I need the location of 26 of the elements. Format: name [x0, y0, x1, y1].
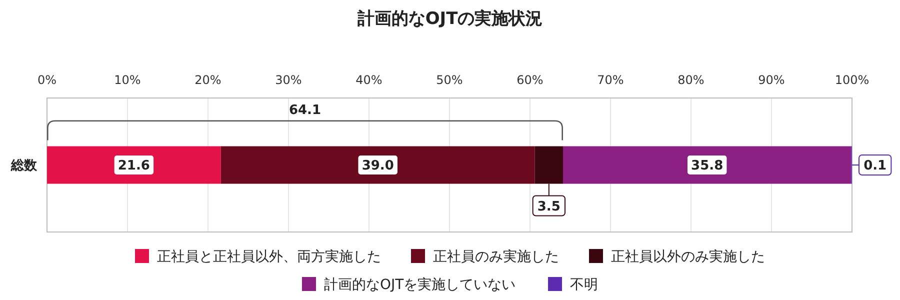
legend-label: 正社員以外のみ実施した	[611, 248, 765, 265]
data-label: 21.6	[118, 158, 150, 174]
x-tick-label: 60%	[516, 73, 544, 87]
legend-label: 正社員のみ実施した	[433, 248, 559, 265]
annotation: 64.1	[288, 103, 322, 118]
x-tick-label: 20%	[194, 73, 222, 87]
x-tick-label: 10%	[114, 73, 141, 87]
x-tick-label: 0%	[37, 73, 57, 87]
bar	[220, 146, 535, 184]
x-tick-label: 80%	[678, 73, 704, 87]
data-label: 3.5	[537, 199, 560, 214]
chart-title: 計画的なOJTの実施状況	[356, 9, 543, 29]
bar	[563, 146, 852, 184]
data-label: 0.1	[864, 158, 887, 174]
x-tick-label: 100%	[834, 73, 870, 87]
data-label: 35.8	[691, 158, 724, 174]
x-tick-label: 50%	[436, 73, 463, 87]
x-tick-label: 40%	[356, 73, 382, 87]
x-tick-label: 30%	[275, 73, 302, 87]
legend-label: 計画的なOJTを実施していない	[324, 276, 516, 293]
legend-label: 不明	[570, 276, 598, 293]
y-tick-label: 総数	[10, 158, 38, 174]
legend-label: 正社員と正社員以外、両方実施した	[157, 248, 381, 265]
x-tick-label: 70%	[597, 73, 624, 87]
x-tick-label: 90%	[758, 73, 785, 87]
data-label: 39.0	[362, 158, 394, 174]
